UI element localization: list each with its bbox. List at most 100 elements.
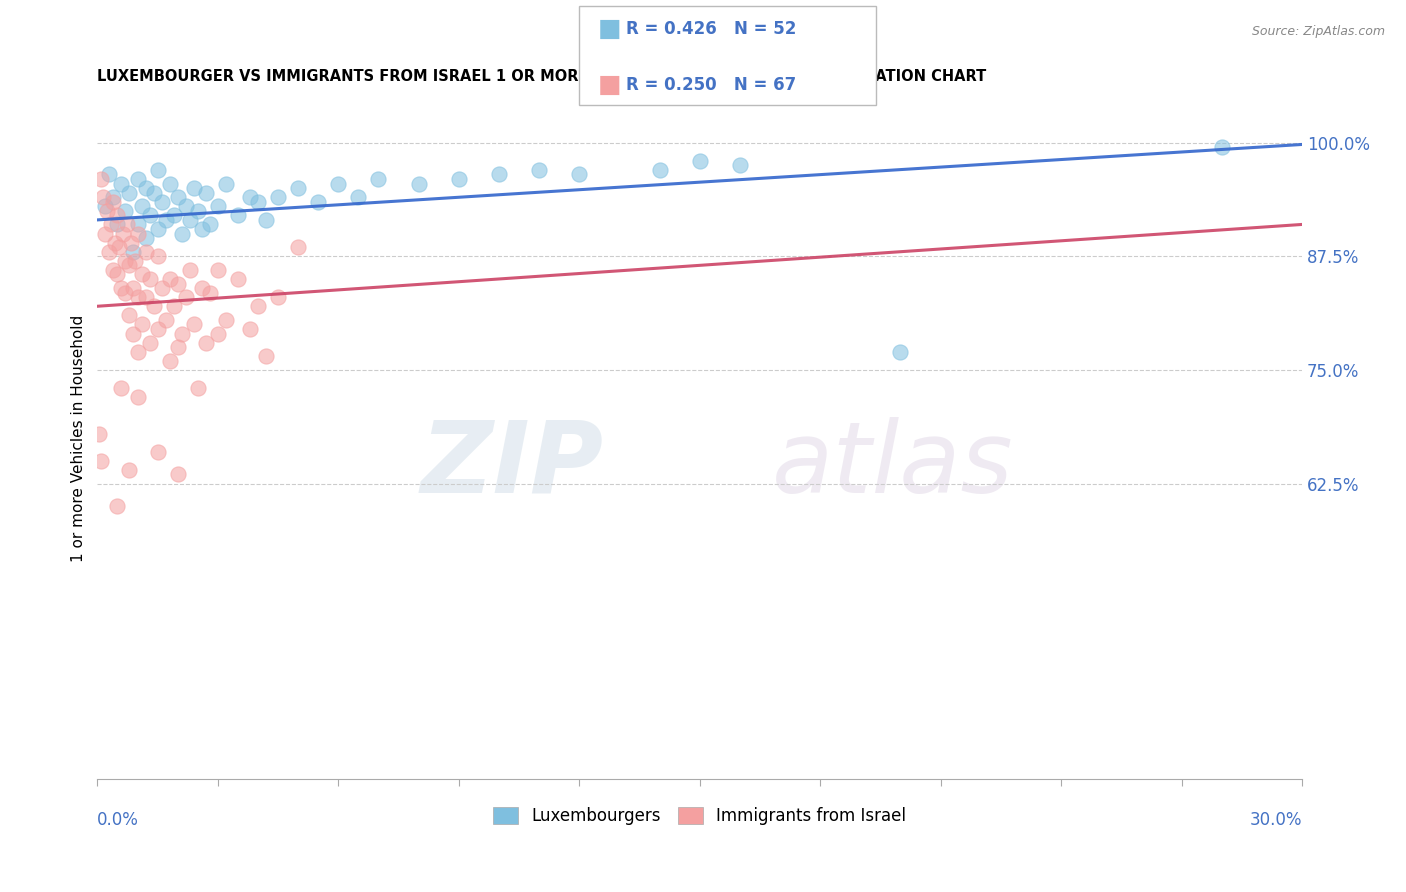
Point bbox=[104, 235, 127, 250]
Point bbox=[110, 281, 132, 295]
Point bbox=[138, 208, 160, 222]
Point bbox=[287, 240, 309, 254]
Point bbox=[146, 162, 169, 177]
Point bbox=[127, 172, 149, 186]
Text: atlas: atlas bbox=[772, 417, 1014, 514]
Point bbox=[183, 181, 205, 195]
Point bbox=[163, 208, 186, 222]
Text: Source: ZipAtlas.com: Source: ZipAtlas.com bbox=[1251, 25, 1385, 38]
Point bbox=[215, 177, 238, 191]
Point bbox=[110, 177, 132, 191]
Point bbox=[114, 285, 136, 300]
Point bbox=[267, 290, 290, 304]
Point bbox=[226, 272, 249, 286]
Point bbox=[166, 190, 188, 204]
Point bbox=[94, 227, 117, 241]
Point bbox=[207, 263, 229, 277]
Point bbox=[488, 168, 510, 182]
Point bbox=[1211, 140, 1233, 154]
Point bbox=[127, 218, 149, 232]
Point bbox=[103, 194, 125, 209]
Point bbox=[107, 218, 129, 232]
Point bbox=[138, 335, 160, 350]
Point bbox=[179, 213, 201, 227]
Y-axis label: 1 or more Vehicles in Household: 1 or more Vehicles in Household bbox=[72, 314, 86, 562]
Point bbox=[267, 190, 290, 204]
Point bbox=[121, 235, 143, 250]
Point bbox=[648, 162, 671, 177]
Point bbox=[107, 500, 129, 514]
Point bbox=[689, 153, 711, 168]
Point bbox=[127, 344, 149, 359]
Point bbox=[408, 177, 430, 191]
Point bbox=[150, 194, 173, 209]
Point bbox=[107, 208, 129, 222]
Point bbox=[90, 454, 112, 468]
Point bbox=[98, 244, 121, 259]
Point bbox=[142, 299, 165, 313]
Point bbox=[117, 218, 139, 232]
Point bbox=[124, 253, 146, 268]
Point bbox=[163, 299, 186, 313]
Point bbox=[254, 213, 277, 227]
Point bbox=[122, 326, 145, 341]
Point bbox=[447, 172, 470, 186]
Point bbox=[166, 340, 188, 354]
Text: 0.0%: 0.0% bbox=[97, 811, 139, 829]
Point bbox=[187, 203, 209, 218]
Point bbox=[194, 335, 217, 350]
Point bbox=[150, 281, 173, 295]
Point bbox=[166, 277, 188, 291]
Point bbox=[170, 326, 193, 341]
Point bbox=[122, 244, 145, 259]
Point bbox=[367, 172, 389, 186]
Point bbox=[159, 177, 181, 191]
Text: 30.0%: 30.0% bbox=[1250, 811, 1302, 829]
Legend: Luxembourgers, Immigrants from Israel: Luxembourgers, Immigrants from Israel bbox=[486, 800, 912, 832]
Point bbox=[146, 322, 169, 336]
Point bbox=[103, 263, 125, 277]
Point bbox=[94, 199, 117, 213]
Point bbox=[328, 177, 350, 191]
Point bbox=[155, 313, 177, 327]
Point bbox=[90, 172, 112, 186]
Point bbox=[190, 281, 212, 295]
Point bbox=[108, 240, 131, 254]
Text: R = 0.426   N = 52: R = 0.426 N = 52 bbox=[626, 20, 796, 37]
Point bbox=[127, 390, 149, 404]
Point bbox=[215, 313, 238, 327]
Point bbox=[103, 190, 125, 204]
Point bbox=[246, 299, 269, 313]
Point bbox=[96, 203, 118, 218]
Point bbox=[146, 222, 169, 236]
Text: LUXEMBOURGER VS IMMIGRANTS FROM ISRAEL 1 OR MORE VEHICLES IN HOUSEHOLD CORRELATI: LUXEMBOURGER VS IMMIGRANTS FROM ISRAEL 1… bbox=[97, 69, 987, 84]
Point bbox=[131, 318, 153, 332]
Point bbox=[166, 467, 188, 482]
Point bbox=[159, 272, 181, 286]
Point bbox=[246, 194, 269, 209]
Point bbox=[138, 272, 160, 286]
Text: R = 0.250   N = 67: R = 0.250 N = 67 bbox=[626, 76, 796, 94]
Point bbox=[135, 231, 157, 245]
Point bbox=[135, 244, 157, 259]
Point bbox=[100, 218, 122, 232]
Point bbox=[127, 227, 149, 241]
Point bbox=[568, 168, 591, 182]
Point bbox=[207, 199, 229, 213]
Point bbox=[194, 186, 217, 200]
Point bbox=[118, 463, 141, 477]
Point bbox=[118, 309, 141, 323]
Point bbox=[207, 326, 229, 341]
Point bbox=[239, 322, 262, 336]
Point bbox=[114, 253, 136, 268]
Point bbox=[146, 249, 169, 263]
Point bbox=[287, 181, 309, 195]
Text: ■: ■ bbox=[598, 17, 621, 40]
Point bbox=[198, 285, 221, 300]
Point bbox=[226, 208, 249, 222]
Point bbox=[183, 318, 205, 332]
Point bbox=[728, 158, 751, 172]
Point bbox=[198, 218, 221, 232]
Point bbox=[307, 194, 329, 209]
Point bbox=[889, 344, 911, 359]
